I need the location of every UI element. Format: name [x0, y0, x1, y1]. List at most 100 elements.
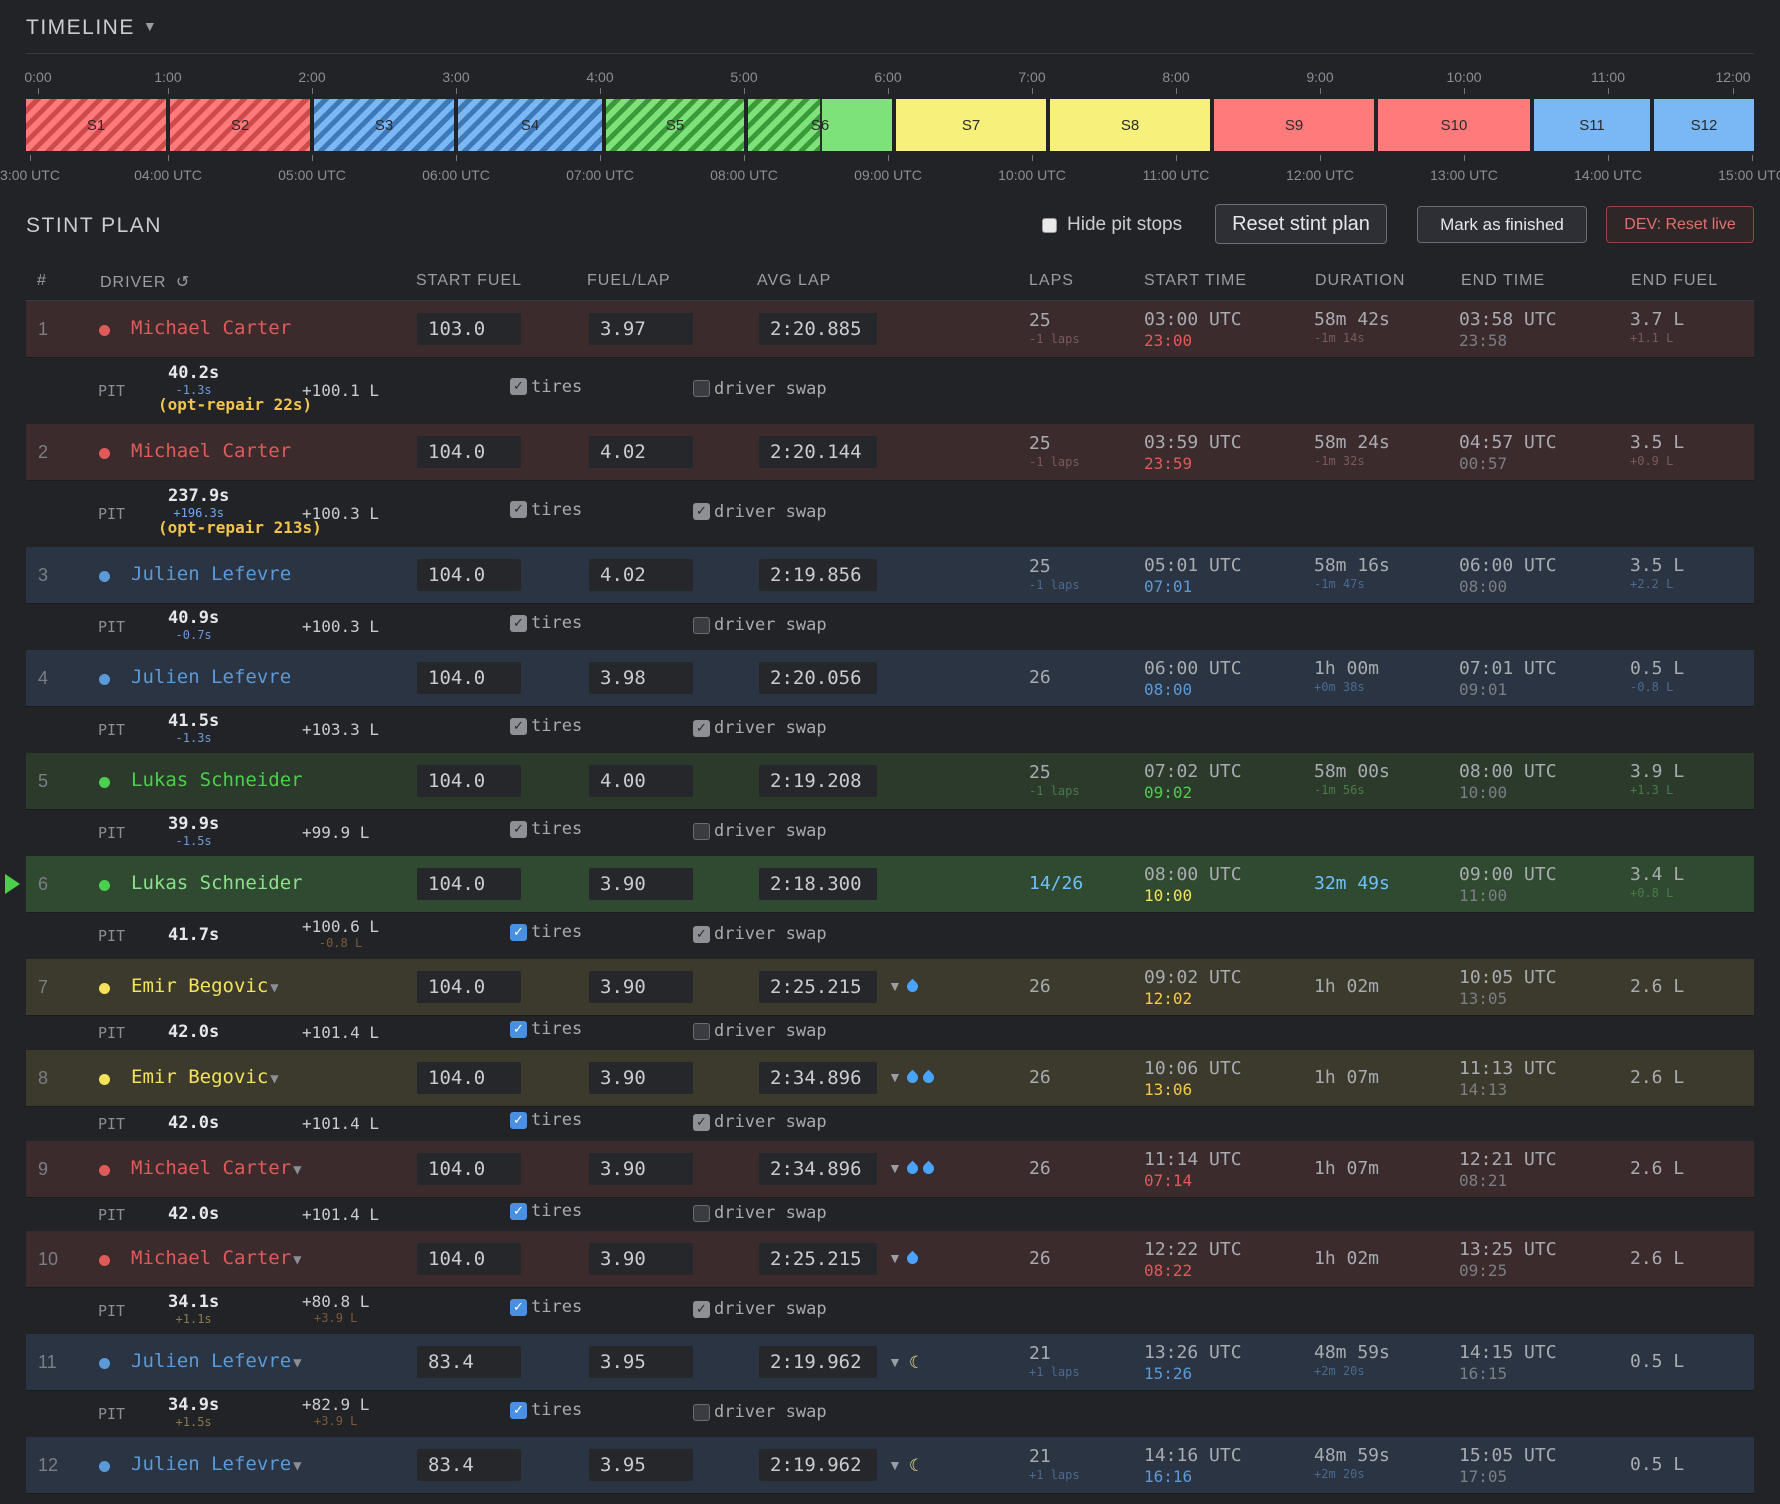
tires-check-box[interactable]: ✓ [510, 1202, 527, 1220]
timeline-stint-s11[interactable]: S11 [1534, 99, 1650, 151]
stint-row[interactable]: 11 Julien Lefevre ▼ 83.4 3.95 2:19.962 ▼ ☾ 21 +1 … [26, 1334, 1754, 1391]
fuel-per-lap-input[interactable]: 3.90 [589, 1243, 693, 1275]
tires-checkbox[interactable]: ✓ tires [510, 1201, 582, 1221]
driver-select[interactable]: Michael Carter ▼ [131, 1157, 302, 1179]
driver-dropdown-caret-icon[interactable]: ▼ [270, 980, 279, 996]
fuel-per-lap-input[interactable]: 4.00 [589, 765, 693, 797]
timeline-stint-s9[interactable]: S9 [1214, 99, 1374, 151]
timeline-collapse-caret-icon[interactable]: ▼ [142, 18, 159, 34]
driver-dropdown-caret-icon[interactable]: ▼ [293, 1252, 302, 1268]
stint-row[interactable]: 2 Michael Carter 104.0 4.02 2:20.144 25 -1 lap… [26, 424, 1754, 481]
weather-select[interactable]: ▼ [888, 1160, 937, 1177]
stint-row[interactable]: 9 Michael Carter ▼ 104.0 3.90 2:34.896 ▼ 26 11:1… [26, 1141, 1754, 1198]
avg-lap-input[interactable]: 2:34.896 [759, 1062, 877, 1094]
dev-reset-live-button[interactable]: DEV: Reset live [1606, 206, 1754, 243]
driver-select[interactable]: Lukas Schneider [131, 769, 303, 791]
weather-select[interactable]: ▼ [888, 1069, 937, 1086]
timeline-stint-s5[interactable]: S5 [606, 99, 744, 151]
driver-swap-checkbox[interactable]: driver swap [693, 1402, 827, 1422]
tires-check-box[interactable]: ✓ [510, 378, 527, 395]
driver-dropdown-caret-icon[interactable]: ▼ [293, 1458, 302, 1474]
reset-stint-plan-button[interactable]: Reset stint plan [1215, 204, 1387, 244]
avg-lap-input[interactable]: 2:20.144 [759, 436, 877, 468]
driver-swap-checkbox[interactable]: ✓ driver swap [693, 924, 827, 944]
driver-swap-check-box[interactable]: ✓ [693, 1113, 710, 1131]
start-fuel-input[interactable]: 104.0 [417, 971, 521, 1003]
driver-swap-checkbox[interactable]: driver swap [693, 379, 827, 399]
start-fuel-input[interactable]: 103.0 [417, 313, 521, 345]
start-fuel-input[interactable]: 104.0 [417, 1153, 521, 1185]
tires-checkbox[interactable]: ✓ tires [510, 819, 582, 839]
timeline-stint-s6[interactable]: S6 [748, 99, 892, 151]
start-fuel-input[interactable]: 83.4 [417, 1346, 521, 1378]
tires-checkbox[interactable]: ✓ tires [510, 1297, 582, 1317]
refresh-icon[interactable]: ↺ [175, 274, 191, 291]
tires-check-box[interactable]: ✓ [510, 717, 527, 735]
hide-pit-stops-toggle[interactable]: Hide pit stops [1042, 214, 1182, 236]
driver-select[interactable]: Julien Lefevre [131, 666, 291, 688]
avg-lap-input[interactable]: 2:34.896 [759, 1153, 877, 1185]
weather-dropdown-caret-icon[interactable]: ▼ [888, 1354, 902, 1370]
driver-select[interactable]: Michael Carter [131, 317, 291, 339]
avg-lap-input[interactable]: 2:19.962 [759, 1449, 877, 1481]
avg-lap-input[interactable]: 2:19.962 [759, 1346, 877, 1378]
tires-checkbox[interactable]: ✓ tires [510, 1110, 582, 1130]
stint-row[interactable]: 8 Emir Begovic ▼ 104.0 3.90 2:34.896 ▼ 26 10:06 … [26, 1050, 1754, 1107]
start-fuel-input[interactable]: 83.4 [417, 1449, 521, 1481]
stint-row[interactable]: 12 Julien Lefevre ▼ 83.4 3.95 2:19.962 ▼ ☾ 21 +1 … [26, 1437, 1754, 1494]
tires-checkbox[interactable]: ✓ tires [510, 377, 582, 397]
driver-swap-checkbox[interactable]: driver swap [693, 821, 827, 841]
driver-swap-checkbox[interactable]: ✓ driver swap [693, 1112, 827, 1132]
start-fuel-input[interactable]: 104.0 [417, 559, 521, 591]
avg-lap-input[interactable]: 2:18.300 [759, 868, 877, 900]
start-fuel-input[interactable]: 104.0 [417, 436, 521, 468]
weather-dropdown-caret-icon[interactable]: ▼ [888, 978, 902, 994]
tires-check-box[interactable]: ✓ [510, 614, 527, 632]
driver-select[interactable]: Michael Carter [131, 440, 291, 462]
tires-checkbox[interactable]: ✓ tires [510, 716, 582, 736]
start-fuel-input[interactable]: 104.0 [417, 662, 521, 694]
weather-dropdown-caret-icon[interactable]: ▼ [888, 1457, 902, 1473]
stint-row[interactable]: 7 Emir Begovic ▼ 104.0 3.90 2:25.215 ▼ 26 09:02 … [26, 959, 1754, 1016]
tires-check-box[interactable]: ✓ [510, 1020, 527, 1038]
weather-select[interactable]: ▼ ☾ [888, 1353, 924, 1373]
timeline-stint-s8[interactable]: S8 [1050, 99, 1210, 151]
driver-swap-checkbox[interactable]: ✓ driver swap [693, 1299, 827, 1319]
timeline-stint-s2[interactable]: S2 [170, 99, 310, 151]
weather-dropdown-caret-icon[interactable]: ▼ [888, 1250, 902, 1266]
weather-dropdown-caret-icon[interactable]: ▼ [888, 1160, 902, 1176]
weather-dropdown-caret-icon[interactable]: ▼ [888, 1069, 902, 1085]
tires-checkbox[interactable]: ✓ tires [510, 1019, 582, 1039]
driver-swap-check-box[interactable] [693, 1022, 710, 1040]
driver-swap-checkbox[interactable]: ✓ driver swap [693, 502, 827, 522]
stint-row[interactable]: 10 Michael Carter ▼ 104.0 3.90 2:25.215 ▼ 26 12:… [26, 1231, 1754, 1288]
avg-lap-input[interactable]: 2:20.885 [759, 313, 877, 345]
driver-select[interactable]: Michael Carter ▼ [131, 1247, 302, 1269]
driver-select[interactable]: Julien Lefevre ▼ [131, 1350, 302, 1372]
timeline-stint-s12[interactable]: S12 [1654, 99, 1754, 151]
fuel-per-lap-input[interactable]: 4.02 [589, 436, 693, 468]
tires-check-box[interactable]: ✓ [510, 923, 527, 941]
avg-lap-input[interactable]: 2:19.856 [759, 559, 877, 591]
driver-swap-checkbox[interactable]: driver swap [693, 1203, 827, 1223]
tires-checkbox[interactable]: ✓ tires [510, 613, 582, 633]
tires-checkbox[interactable]: ✓ tires [510, 922, 582, 942]
timeline-stint-s1[interactable]: S1 [26, 99, 166, 151]
tires-check-box[interactable]: ✓ [510, 820, 527, 838]
driver-select[interactable]: Julien Lefevre ▼ [131, 1453, 302, 1475]
driver-dropdown-caret-icon[interactable]: ▼ [293, 1162, 302, 1178]
stint-row[interactable]: 5 Lukas Schneider 104.0 4.00 2:19.208 25 -1 la… [26, 753, 1754, 810]
fuel-per-lap-input[interactable]: 3.90 [589, 1062, 693, 1094]
weather-select[interactable]: ▼ [888, 978, 921, 995]
driver-swap-check-box[interactable]: ✓ [693, 925, 710, 943]
driver-swap-check-box[interactable]: ✓ [693, 719, 710, 737]
stint-row[interactable]: 6 Lukas Schneider 104.0 3.90 2:18.300 14/26 08… [26, 856, 1754, 913]
driver-swap-checkbox[interactable]: driver swap [693, 615, 827, 635]
mark-as-finished-button[interactable]: Mark as finished [1417, 206, 1587, 243]
driver-swap-check-box[interactable] [693, 822, 710, 840]
driver-swap-check-box[interactable] [693, 380, 710, 397]
timeline-stint-s10[interactable]: S10 [1378, 99, 1530, 151]
driver-swap-check-box[interactable] [693, 616, 710, 634]
avg-lap-input[interactable]: 2:25.215 [759, 971, 877, 1003]
driver-select[interactable]: Julien Lefevre [131, 563, 291, 585]
